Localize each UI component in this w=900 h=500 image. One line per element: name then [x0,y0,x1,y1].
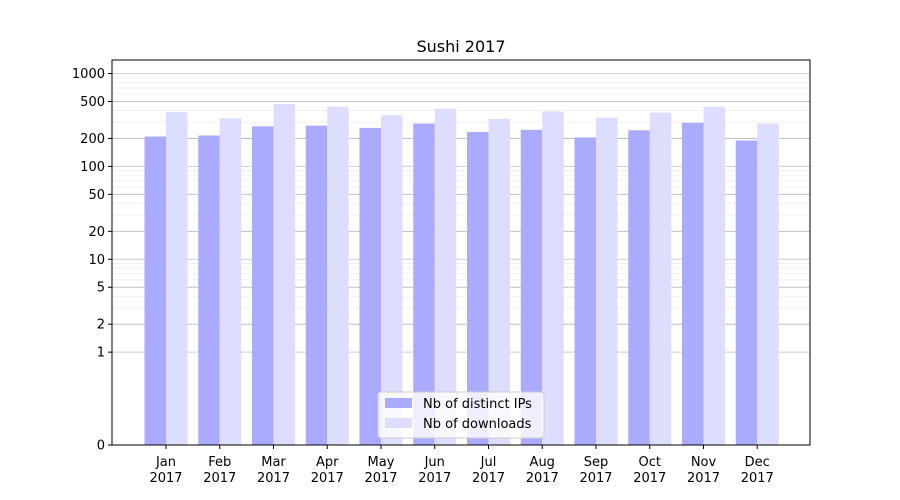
x-tick-label: Mar 2017 [257,455,290,486]
bar-distinct-ips [467,131,489,445]
y-tick-label: 200 [80,132,105,147]
x-tick-label: Jun 2017 [418,455,451,486]
bar-distinct-ips [735,140,758,445]
bar-downloads [596,117,618,446]
x-tick-label: Oct 2017 [633,455,666,486]
bar-distinct-ips [252,126,274,445]
bar-downloads [542,111,564,445]
bar-distinct-ips [305,125,328,445]
bar-downloads [757,123,779,445]
bar-distinct-ips [574,137,596,445]
bar-distinct-ips [144,136,166,445]
y-tick-label: 0 [97,439,105,454]
bar-downloads [273,104,295,445]
bar-downloads [219,118,242,446]
y-tick-label: 100 [80,160,105,175]
bar-downloads [649,112,672,446]
bar-distinct-ips [413,123,435,445]
y-tick-label: 1000 [72,67,105,82]
x-axis: Jan 2017 Feb 2017 Mar 2017 Apr 2017 May 2017 Jun 20… [149,445,774,486]
chart-title: Sushi 2017 [416,37,505,56]
x-tick-label: Jan 2017 [149,455,182,486]
bar-downloads [488,118,510,445]
bars [144,104,779,446]
x-tick-label: May 2017 [364,455,397,486]
x-tick-label: Aug 2017 [526,455,559,486]
x-tick-label: Nov 2017 [687,455,720,486]
bar-distinct-ips [628,130,650,445]
legend-label: Nb of downloads [423,417,532,432]
bar-downloads [381,115,403,445]
legend-swatch [385,398,412,408]
y-tick-label: 5 [97,281,105,296]
y-tick-label: 500 [80,95,105,110]
x-tick-label: Sep 2017 [579,455,612,486]
bar-downloads [703,106,725,445]
plot-frame [111,59,811,446]
bar-downloads [434,108,457,445]
bar-distinct-ips [359,127,381,445]
legend: Nb of distinct IPs Nb of downloads [377,391,545,439]
legend-swatch [385,418,412,428]
x-tick-label: Apr 2017 [311,455,344,486]
x-tick-label: Dec 2017 [741,455,774,486]
y-tick-label: 20 [88,225,105,240]
x-tick-label: Feb 2017 [203,455,236,486]
bar-distinct-ips [682,122,704,445]
bar-distinct-ips [520,129,543,445]
y-tick-label: 50 [88,188,105,203]
x-tick-label: Jul 2017 [472,455,505,486]
y-tick-label: 2 [97,318,105,333]
y-axis: 0 1 2 5 10 20 50 100 200 500 1000 [72,67,112,454]
bar-downloads [166,112,188,445]
legend-box [377,391,545,439]
y-tick-label: 1 [97,346,105,361]
y-tick-label: 10 [88,253,105,268]
bar-distinct-ips [198,135,220,445]
legend-label: Nb of distinct IPs [423,397,532,412]
bar-downloads [327,106,349,445]
